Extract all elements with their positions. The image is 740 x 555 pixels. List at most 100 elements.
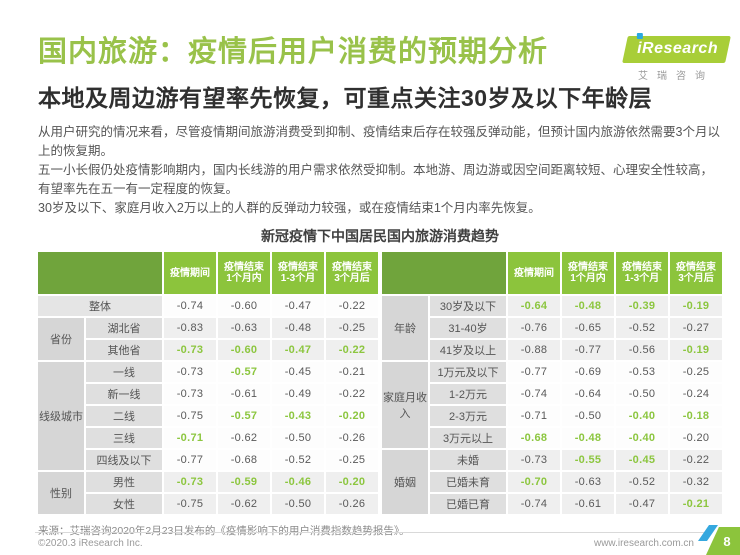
row-label: 整体 <box>38 296 162 317</box>
header-blank-cell <box>38 252 162 295</box>
trend-table-right: 疫情期间 疫情结束 1个月内 疫情结束 1-3个月 疫情结束 3个月后 年龄 30岁及以下… <box>382 252 722 515</box>
value-cell: -0.50 <box>562 406 614 427</box>
logo-parallelogram: iResearch <box>621 33 731 63</box>
value-cell: -0.60 <box>218 296 270 317</box>
value-cell: -0.75 <box>164 494 216 515</box>
value-cell: -0.49 <box>272 384 324 405</box>
group-label: 线级城市 <box>38 362 84 471</box>
value-cell: -0.26 <box>326 428 378 449</box>
value-cell: -0.60 <box>218 340 270 361</box>
value-cell: -0.52 <box>272 450 324 471</box>
value-cell: -0.47 <box>272 296 324 317</box>
page-title: 国内旅游：疫情后用户消费的预期分析 <box>38 36 549 68</box>
row-label: 30岁及以下 <box>430 296 506 317</box>
column-header: 疫情期间 <box>508 252 560 295</box>
logo-brand-text: iResearch <box>636 40 718 57</box>
value-cell: -0.61 <box>562 494 614 515</box>
value-cell: -0.77 <box>508 362 560 383</box>
logo-chinese-name: 艾瑞咨询 <box>638 71 714 82</box>
trend-table-left: 疫情期间 疫情结束 1个月内 疫情结束 1-3个月 疫情结束 3个月后 整体 -0.74-… <box>38 252 378 515</box>
value-cell: -0.27 <box>670 318 722 339</box>
value-cell: -0.63 <box>562 472 614 493</box>
row-label: 二线 <box>86 406 162 427</box>
value-cell: -0.73 <box>164 362 216 383</box>
row-label: 其他省 <box>86 340 162 361</box>
row-label: 已婚已育 <box>430 494 506 515</box>
group-label: 婚姻 <box>382 450 428 515</box>
value-cell: -0.22 <box>670 450 722 471</box>
value-cell: -0.62 <box>218 428 270 449</box>
row-label: 31-40岁 <box>430 318 506 339</box>
logo-i-dot-icon <box>636 33 643 39</box>
row-label: 女性 <box>86 494 162 515</box>
trend-tables: 疫情期间 疫情结束 1个月内 疫情结束 1-3个月 疫情结束 3个月后 整体 -0.74-… <box>38 252 722 515</box>
footer-copyright: ©2020.3 iResearch Inc. <box>38 538 143 549</box>
column-header: 疫情期间 <box>164 252 216 295</box>
value-cell: -0.70 <box>508 472 560 493</box>
value-cell: -0.76 <box>508 318 560 339</box>
column-header: 疫情结束 3个月后 <box>326 252 378 295</box>
column-header: 疫情结束 1-3个月 <box>616 252 668 295</box>
value-cell: -0.71 <box>508 406 560 427</box>
value-cell: -0.57 <box>218 362 270 383</box>
value-cell: -0.73 <box>164 384 216 405</box>
column-header: 疫情结束 1个月内 <box>562 252 614 295</box>
value-cell: -0.46 <box>272 472 324 493</box>
row-label: 男性 <box>86 472 162 493</box>
table-title: 新冠疫情下中国居民国内旅游消费趋势 <box>261 228 499 245</box>
column-header: 疫情结束 1-3个月 <box>272 252 324 295</box>
value-cell: -0.40 <box>616 428 668 449</box>
paragraph: 五一小长假仍处疫情影响期内，国内长线游的用户需求依然受抑制。本地游、周边游或因空… <box>38 163 714 197</box>
value-cell: -0.39 <box>616 296 668 317</box>
value-cell: -0.32 <box>670 472 722 493</box>
value-cell: -0.61 <box>218 384 270 405</box>
value-cell: -0.50 <box>616 384 668 405</box>
group-label: 年龄 <box>382 296 428 361</box>
value-cell: -0.75 <box>164 406 216 427</box>
footer-website: www.iresearch.com.cn <box>593 538 694 549</box>
value-cell: -0.63 <box>218 318 270 339</box>
value-cell: -0.48 <box>562 296 614 317</box>
value-cell: -0.73 <box>508 450 560 471</box>
value-cell: -0.48 <box>272 318 324 339</box>
value-cell: -0.20 <box>326 472 378 493</box>
value-cell: -0.73 <box>164 340 216 361</box>
group-label: 家庭月收入 <box>382 362 428 449</box>
value-cell: -0.25 <box>326 450 378 471</box>
value-cell: -0.24 <box>670 384 722 405</box>
value-cell: -0.22 <box>326 384 378 405</box>
value-cell: -0.22 <box>326 340 378 361</box>
value-cell: -0.52 <box>616 318 668 339</box>
row-label: 四线及以下 <box>86 450 162 471</box>
row-label: 已婚未育 <box>430 472 506 493</box>
row-label: 1-2万元 <box>430 384 506 405</box>
value-cell: -0.77 <box>562 340 614 361</box>
group-label: 省份 <box>38 318 84 361</box>
value-cell: -0.62 <box>218 494 270 515</box>
value-cell: -0.21 <box>670 494 722 515</box>
value-cell: -0.73 <box>164 472 216 493</box>
row-label: 三线 <box>86 428 162 449</box>
value-cell: -0.77 <box>164 450 216 471</box>
value-cell: -0.40 <box>616 406 668 427</box>
value-cell: -0.65 <box>562 318 614 339</box>
value-cell: -0.83 <box>164 318 216 339</box>
header-blank-cell <box>382 252 506 295</box>
value-cell: -0.52 <box>616 472 668 493</box>
row-label: 1万元及以下 <box>430 362 506 383</box>
value-cell: -0.20 <box>326 406 378 427</box>
iresearch-logo: iResearch 艾瑞咨询 <box>620 33 732 82</box>
value-cell: -0.19 <box>670 296 722 317</box>
value-cell: -0.59 <box>218 472 270 493</box>
value-cell: -0.45 <box>616 450 668 471</box>
value-cell: -0.21 <box>326 362 378 383</box>
row-label: 湖北省 <box>86 318 162 339</box>
value-cell: -0.48 <box>562 428 614 449</box>
row-label: 一线 <box>86 362 162 383</box>
row-label: 未婚 <box>430 450 506 471</box>
row-label: 新一线 <box>86 384 162 405</box>
value-cell: -0.47 <box>616 494 668 515</box>
value-cell: -0.43 <box>272 406 324 427</box>
value-cell: -0.74 <box>508 384 560 405</box>
value-cell: -0.50 <box>272 494 324 515</box>
